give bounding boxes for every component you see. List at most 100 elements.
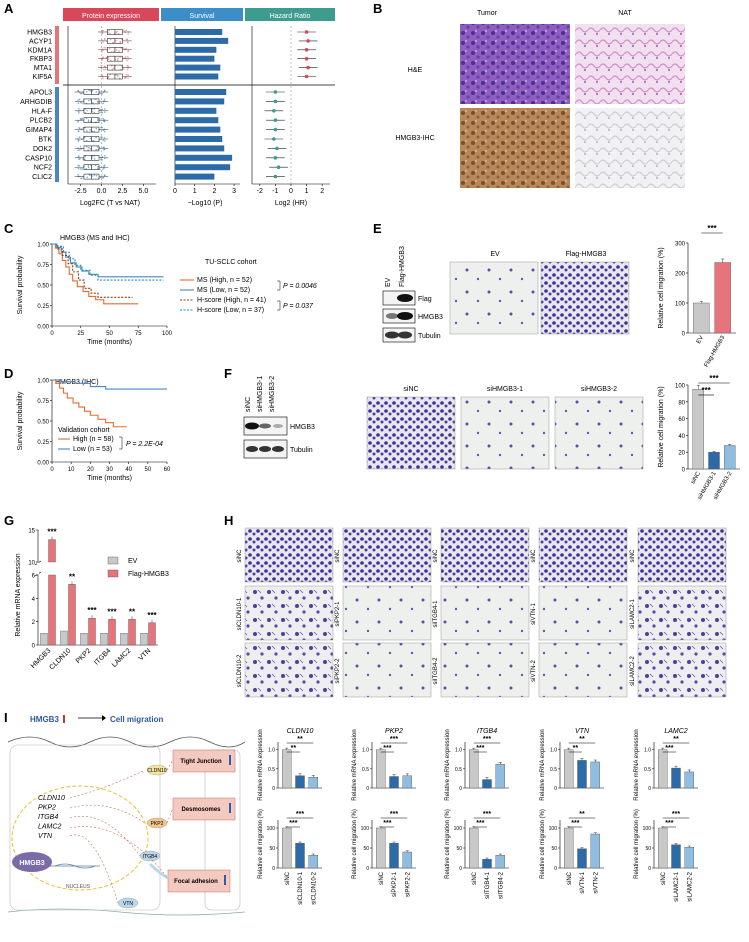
y-tick-label: 0.5 (362, 767, 369, 773)
ihc-tumor-image (460, 108, 570, 188)
survival-bar (175, 73, 219, 80)
y-tick-label: 0.00 (37, 461, 49, 467)
jitter-point (85, 146, 88, 148)
jitter-point (86, 90, 88, 93)
y-tick-label: 0 (682, 468, 686, 474)
jitter-point (80, 177, 82, 180)
y-tick-label: 50 (363, 846, 369, 852)
panel-g: ***HMGB3**CLDN10***PKP2***ITGB4**LAMC2**… (15, 528, 169, 672)
bar (469, 827, 479, 869)
jitter-point (101, 58, 104, 61)
jitter-point (126, 64, 129, 67)
bar (376, 827, 386, 869)
x-tick-label: ITGB4 (93, 647, 112, 666)
jitter-point (87, 149, 89, 151)
migration-image (460, 396, 550, 470)
y-tick-label: 0.25 (37, 440, 49, 446)
y-tick-label: 0 (272, 866, 275, 872)
km-curve (52, 379, 167, 390)
x-tick-label: 50 (144, 467, 151, 473)
jitter-point (102, 117, 104, 120)
bar-ev (140, 633, 148, 646)
y-tick-label: 60 (678, 417, 685, 423)
structure-mark (229, 803, 231, 813)
bar-flag (88, 617, 96, 646)
jitter-point (104, 140, 106, 142)
jitter-point (91, 89, 94, 92)
jitter-point (127, 74, 130, 76)
he-tumor-image (460, 24, 570, 104)
jitter-point (95, 175, 98, 177)
legend-text: High (n = 58) (73, 436, 114, 443)
i-mig-ylabel: Relative cell migration (%) (258, 809, 264, 879)
i-gene-label: ITGB4 (38, 814, 58, 821)
jitter-point (89, 98, 92, 101)
y-tick-label: 0 (554, 786, 557, 792)
sig-text: ** (579, 736, 585, 743)
jitter-point (104, 111, 106, 113)
hr-point (273, 90, 278, 94)
tick-label: 0 (173, 188, 177, 195)
jitter-point (77, 110, 80, 112)
jitter-point (123, 30, 126, 33)
bar (590, 761, 600, 789)
nucleus-label: NUCLEUS (66, 884, 91, 890)
sig-text: *** (665, 820, 673, 827)
i-mrna-ylabel: Relative mRNA expression (352, 729, 358, 800)
y-tick-label: 0.75 (37, 263, 49, 269)
hr-point (304, 74, 309, 79)
gene-label: NCF2 (34, 165, 52, 172)
row-ihc: HMGB3-IHC (395, 135, 434, 142)
panel-a-label: A (4, 1, 14, 16)
i-gene-label: PKP2 (38, 805, 56, 812)
x-tick-label: siNC (690, 470, 702, 485)
bar (495, 855, 505, 869)
y-tick-label: 1.0 (455, 748, 462, 754)
jitter-point (103, 120, 106, 123)
jitter-point (102, 168, 104, 170)
jitter-point (79, 168, 82, 170)
blot-label: HMGB3 (418, 314, 443, 321)
blot-label: Flag (418, 296, 432, 303)
bar (708, 452, 720, 470)
jitter-point (115, 49, 118, 51)
jitter-point (79, 157, 81, 160)
blot-band (273, 424, 283, 428)
h-migration-image (538, 527, 628, 583)
survival-bar (175, 46, 217, 53)
x-tick-label: 0 (50, 331, 54, 337)
x-tick-label: PKP2 (75, 647, 93, 665)
blot-band (259, 423, 271, 429)
i-mrna-ylabel: Relative mRNA expression (445, 729, 451, 800)
jitter-point (100, 50, 103, 53)
bar-ev (80, 633, 88, 646)
bar (295, 775, 305, 789)
gene-label: DOK2 (33, 146, 52, 153)
c-title: HMGB3 (MS and IHC) (60, 235, 130, 242)
y-tick-label: 1.0 (268, 748, 275, 754)
h-image-label: siITGB4-2 (433, 657, 439, 685)
h-image-label: siVTN-1 (531, 603, 537, 625)
jitter-point (125, 47, 128, 50)
blot-label: Tubulin (418, 333, 441, 340)
sig-text: *** (147, 611, 157, 620)
survival-bar (175, 29, 223, 35)
blot-band (398, 331, 412, 339)
jitter-point (77, 173, 79, 176)
lamc2-fiber (148, 862, 169, 880)
hmgb3-hub-label: HMGB3 (19, 860, 44, 867)
y-tick-label: 0 (648, 786, 651, 792)
blot-band (272, 446, 284, 452)
sig-text: ** (297, 736, 303, 743)
header-text: Protein expression (82, 13, 140, 20)
nucleus-outline (11, 785, 149, 891)
jitter-point (104, 155, 106, 157)
bar (658, 749, 668, 789)
hr-point (304, 56, 309, 61)
hr-point (306, 65, 310, 70)
jitter-point (101, 136, 103, 138)
bar (308, 777, 318, 789)
survival-bar (175, 55, 215, 62)
axis-gap (37, 562, 39, 575)
